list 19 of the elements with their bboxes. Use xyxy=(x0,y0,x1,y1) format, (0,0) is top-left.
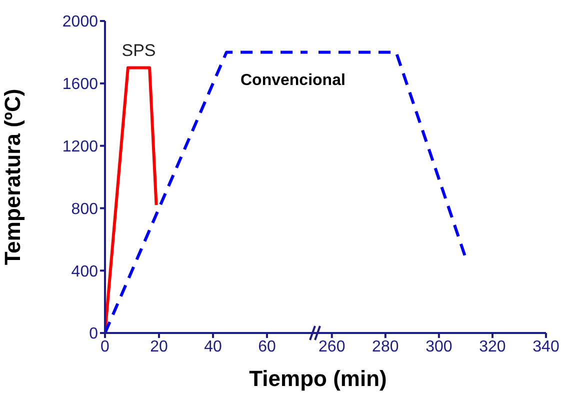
y-tick-label: 400 xyxy=(71,263,98,280)
y-tick-label: 1600 xyxy=(62,76,98,94)
x-tick-label: 300 xyxy=(426,338,452,356)
series-label: Convencional xyxy=(240,72,346,90)
y-tick-label: 0 xyxy=(89,326,98,343)
x-tick-label: 260 xyxy=(318,338,346,356)
x-tick-label: 60 xyxy=(258,338,276,356)
x-tick-label: 340 xyxy=(532,338,560,356)
y-tick-label: 800 xyxy=(71,200,98,218)
x-axis-title: Tiempo (min) xyxy=(248,366,388,392)
y-tick-label: 1200 xyxy=(62,138,98,156)
x-tick-label: 280 xyxy=(372,338,399,356)
x-tick-label: 0 xyxy=(100,338,110,356)
series-label: SPS xyxy=(122,40,156,60)
x-tick-label: 20 xyxy=(150,338,168,356)
x-tick-label: 320 xyxy=(479,338,506,356)
y-axis-title: Temperatura (ºC) xyxy=(0,88,25,266)
x-tick-label: 40 xyxy=(204,338,222,356)
y-tick-label: 2000 xyxy=(62,14,98,31)
